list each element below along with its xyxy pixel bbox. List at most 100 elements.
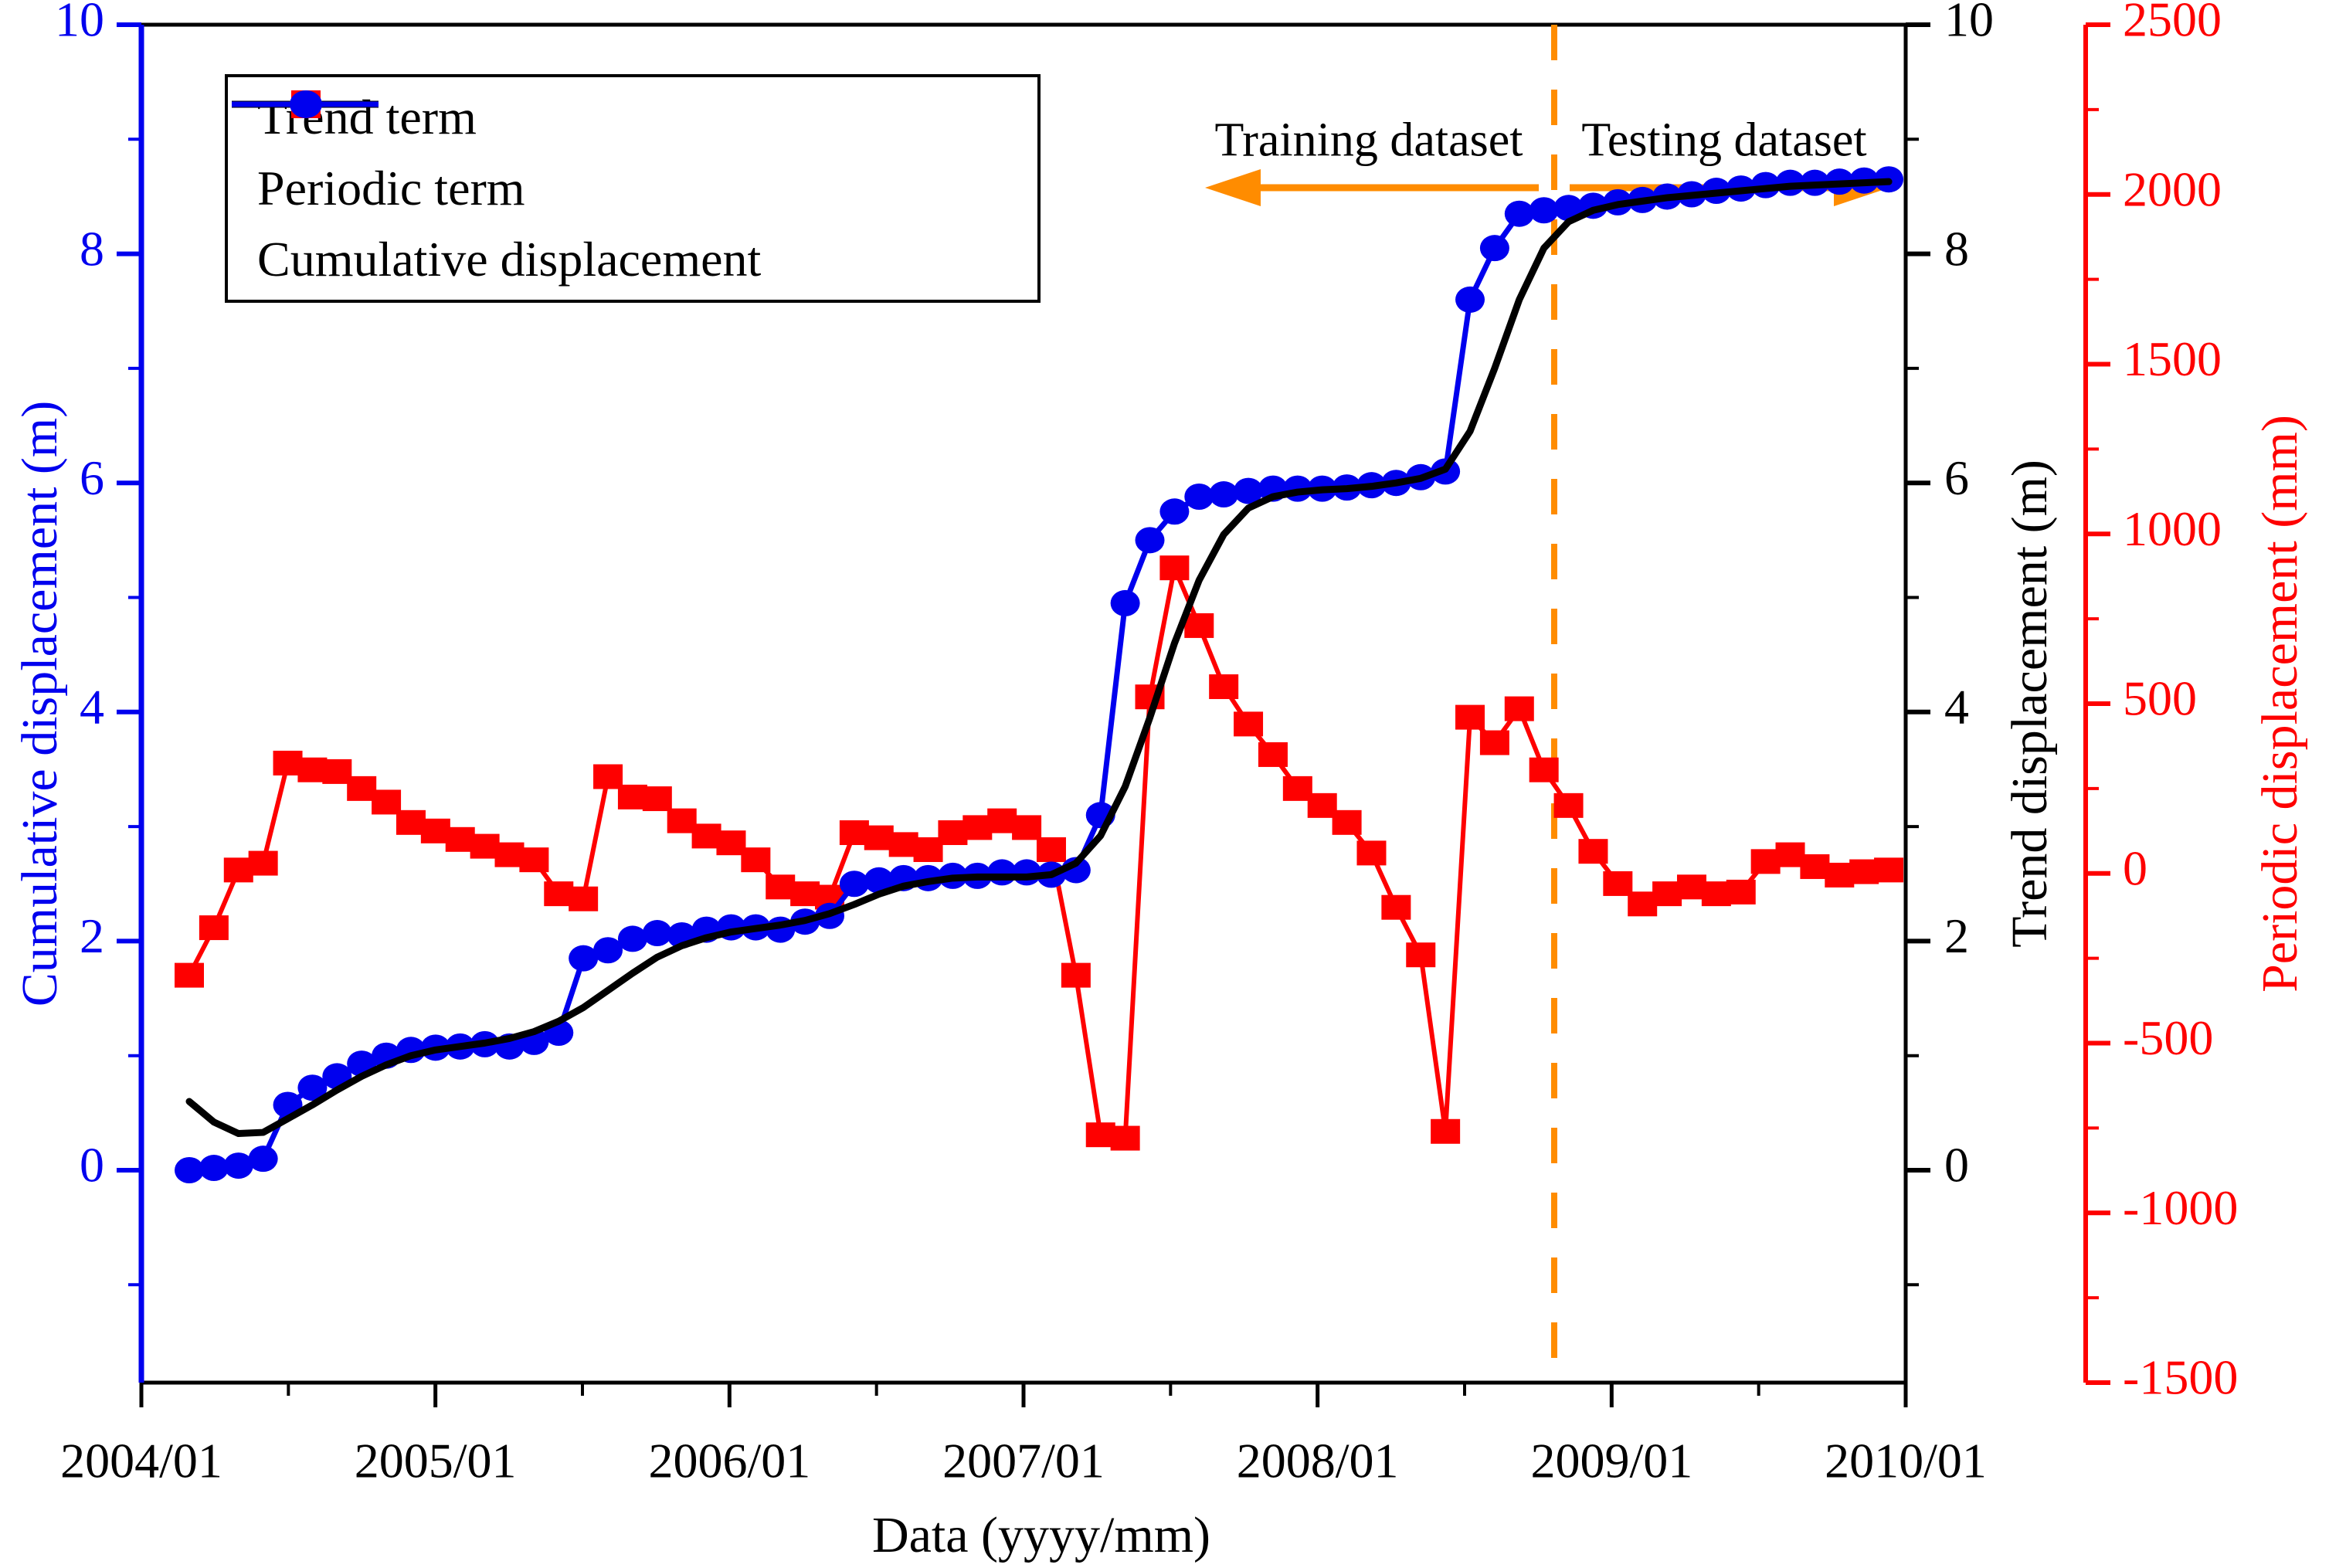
training-dataset-label: Training dataset xyxy=(1214,114,1523,167)
cumulative-series-point xyxy=(1479,235,1509,262)
periodic-series-point xyxy=(347,776,377,801)
periodic-series-point xyxy=(1726,879,1756,904)
periodic-series-point xyxy=(248,850,278,876)
periodic-series-point xyxy=(1061,962,1091,988)
periodic-series-point xyxy=(273,750,303,776)
periodic-series-point xyxy=(642,786,672,812)
periodic-series-point xyxy=(1258,742,1288,767)
legend-item-cumulative: Cumulative displacement xyxy=(228,90,1037,287)
periodic-series-point xyxy=(1184,613,1214,638)
legend-box: Trend term Periodic term Cumulative disp… xyxy=(225,74,1041,303)
periodic-series-point xyxy=(223,857,253,883)
periodic-series-point xyxy=(322,759,352,784)
periodic-series-point xyxy=(1750,849,1781,874)
cumulative-series-point xyxy=(1529,197,1559,224)
left-axis-tick-label: 10 xyxy=(55,0,104,47)
periodic-series-point xyxy=(667,808,697,833)
cumulative-series-point xyxy=(1504,200,1534,227)
periodic-series-point xyxy=(1036,837,1066,862)
left-axis-tick-label: 4 xyxy=(80,679,104,734)
cumulative-series-point xyxy=(1135,527,1165,554)
periodic-series-point xyxy=(1652,881,1682,907)
periodic-series-point xyxy=(372,789,402,815)
testing-dataset-label: Testing dataset xyxy=(1581,114,1867,167)
periodic-series-point xyxy=(1455,704,1485,730)
left-axis-tick-label: 2 xyxy=(80,908,104,963)
periodic-series-point xyxy=(1110,1125,1140,1151)
cumulative-series-point xyxy=(1455,286,1485,313)
periodic-series-point xyxy=(1800,854,1830,879)
periodic-series-point xyxy=(864,825,894,850)
x-axis-tick-label: 2009/01 xyxy=(1530,1434,1692,1488)
right-outer-axis-title: Periodic displacement (mm) xyxy=(2252,415,2308,993)
legend-label-periodic: Periodic term xyxy=(257,161,525,216)
periodic-series-point xyxy=(1628,891,1658,917)
periodic-series-point xyxy=(1282,776,1312,801)
periodic-series-point xyxy=(1431,1118,1461,1144)
periodic-series-point xyxy=(1874,857,1904,883)
periodic-series-point xyxy=(1381,894,1411,920)
left-axis-tick-label: 8 xyxy=(80,221,104,276)
cumulative-series-point xyxy=(1110,589,1140,616)
periodic-series-point xyxy=(1553,792,1584,818)
cumulative-series-point xyxy=(199,1155,229,1182)
right-outer-axis-tick-label: 500 xyxy=(2123,671,2197,726)
x-axis-title: Data (yyyy/mm) xyxy=(871,1507,1211,1563)
cumulative-series-point xyxy=(248,1145,278,1173)
periodic-series-point xyxy=(1307,792,1337,818)
periodic-series-point xyxy=(938,820,968,846)
periodic-series-point xyxy=(1676,874,1706,900)
periodic-series-point xyxy=(1159,555,1190,581)
cumulative-series-point xyxy=(593,937,623,964)
cumulative-series-point xyxy=(1159,498,1190,525)
periodic-series-point xyxy=(913,837,943,862)
periodic-series-point xyxy=(1406,942,1436,968)
periodic-series-point xyxy=(1012,815,1042,840)
cumulative-series-point xyxy=(839,871,869,898)
cumulative-series-point xyxy=(1184,483,1214,510)
right-inner-axis-tick-label: 8 xyxy=(1944,221,1969,276)
cumulative-series-point xyxy=(223,1152,253,1179)
periodic-series-point xyxy=(1578,839,1608,864)
periodic-series-point xyxy=(716,830,746,856)
legend-label-cumulative: Cumulative displacement xyxy=(257,232,762,287)
training-arrowhead-icon xyxy=(1205,169,1261,206)
x-axis-tick-label: 2006/01 xyxy=(648,1434,810,1488)
periodic-series-point xyxy=(1775,842,1805,867)
periodic-series-point xyxy=(1332,809,1362,835)
right-inner-axis-tick-label: 6 xyxy=(1944,450,1969,505)
periodic-series-point xyxy=(297,757,328,782)
periodic-series-point xyxy=(1209,674,1239,700)
periodic-series-point xyxy=(494,842,525,867)
periodic-series-point xyxy=(1529,757,1559,782)
periodic-series-point xyxy=(1479,730,1509,755)
cumulative-series-point xyxy=(1209,481,1239,508)
x-axis-tick-label: 2010/01 xyxy=(1825,1434,1987,1488)
x-axis-tick-label: 2004/01 xyxy=(60,1434,222,1488)
right-outer-axis-tick-label: -500 xyxy=(2123,1010,2213,1065)
periodic-series-point xyxy=(1085,1122,1115,1148)
right-outer-axis-tick-label: -1000 xyxy=(2123,1180,2238,1235)
cumulative-circle-sample-icon xyxy=(232,90,379,118)
periodic-series-point xyxy=(470,833,500,859)
right-outer-axis-tick-label: -1500 xyxy=(2123,1350,2238,1405)
periodic-series-point xyxy=(617,784,647,809)
periodic-series-point xyxy=(519,847,549,873)
cumulative-series-point xyxy=(569,945,599,972)
periodic-series-point xyxy=(766,874,796,900)
periodic-series-point xyxy=(1603,871,1633,896)
x-axis-tick-label: 2008/01 xyxy=(1237,1434,1399,1488)
cumulative-series-point xyxy=(617,925,647,952)
cumulative-series-point xyxy=(1234,477,1264,504)
periodic-series-point xyxy=(593,764,623,789)
periodic-series-point xyxy=(175,962,204,988)
x-axis-tick-label: 2005/01 xyxy=(355,1434,517,1488)
periodic-series-point xyxy=(839,820,869,846)
right-outer-axis-tick-label: 2000 xyxy=(2123,161,2222,216)
periodic-series-point xyxy=(1849,859,1879,884)
periodic-series-point xyxy=(962,815,993,840)
periodic-series-point xyxy=(1825,862,1855,888)
periodic-series-point xyxy=(544,881,574,907)
